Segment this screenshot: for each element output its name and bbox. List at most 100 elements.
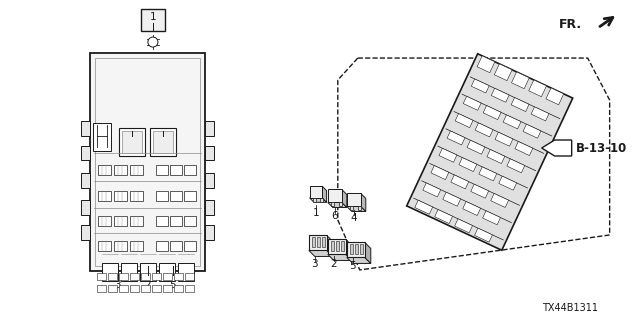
Bar bbox=[463, 202, 481, 215]
Bar bbox=[97, 273, 106, 280]
Bar bbox=[474, 228, 492, 242]
Bar bbox=[178, 263, 194, 281]
Bar bbox=[108, 285, 117, 292]
Bar bbox=[431, 165, 449, 180]
Bar bbox=[347, 243, 365, 258]
Bar bbox=[523, 124, 541, 138]
Text: B-13-10: B-13-10 bbox=[575, 141, 627, 155]
Bar bbox=[153, 131, 173, 153]
Polygon shape bbox=[365, 243, 371, 263]
Polygon shape bbox=[205, 226, 214, 240]
Polygon shape bbox=[312, 198, 316, 202]
Bar bbox=[529, 80, 547, 97]
Bar bbox=[546, 88, 564, 105]
Bar bbox=[163, 273, 172, 280]
Bar bbox=[186, 273, 195, 280]
Bar bbox=[341, 242, 344, 252]
Polygon shape bbox=[327, 236, 333, 256]
Bar bbox=[459, 157, 477, 172]
Bar bbox=[531, 107, 549, 121]
Text: 4: 4 bbox=[166, 137, 173, 147]
Text: FR.: FR. bbox=[559, 18, 582, 31]
Bar bbox=[483, 106, 501, 120]
Bar bbox=[141, 9, 165, 31]
Polygon shape bbox=[361, 194, 366, 212]
Bar bbox=[328, 239, 346, 254]
Polygon shape bbox=[331, 203, 334, 206]
Bar bbox=[471, 79, 489, 93]
Bar bbox=[108, 273, 117, 280]
Polygon shape bbox=[205, 146, 214, 161]
Bar bbox=[312, 237, 315, 247]
Bar bbox=[477, 56, 495, 73]
Text: 3: 3 bbox=[115, 280, 121, 290]
Polygon shape bbox=[205, 200, 214, 215]
Bar bbox=[174, 273, 184, 280]
Polygon shape bbox=[347, 206, 366, 212]
Bar bbox=[499, 176, 516, 190]
Bar bbox=[152, 273, 161, 280]
Bar bbox=[483, 211, 500, 225]
Bar bbox=[115, 191, 127, 201]
Polygon shape bbox=[310, 198, 326, 202]
Polygon shape bbox=[541, 140, 572, 156]
Text: 1: 1 bbox=[312, 208, 319, 218]
Bar bbox=[115, 165, 127, 175]
Text: 6: 6 bbox=[332, 211, 338, 221]
Polygon shape bbox=[205, 173, 214, 188]
Text: 1: 1 bbox=[150, 12, 156, 22]
Bar bbox=[150, 128, 176, 156]
Polygon shape bbox=[358, 206, 361, 211]
Bar bbox=[455, 114, 473, 128]
Bar bbox=[131, 216, 143, 226]
Bar bbox=[184, 191, 196, 201]
Bar bbox=[115, 241, 127, 251]
Bar bbox=[511, 72, 529, 89]
Text: 6: 6 bbox=[123, 137, 129, 147]
Bar bbox=[475, 123, 493, 137]
Bar bbox=[443, 192, 461, 206]
Text: 2: 2 bbox=[330, 259, 337, 269]
Polygon shape bbox=[347, 258, 371, 263]
Bar bbox=[317, 237, 320, 247]
Bar bbox=[141, 273, 150, 280]
Bar bbox=[121, 263, 137, 281]
Bar bbox=[494, 64, 512, 81]
Bar bbox=[355, 244, 358, 254]
Bar bbox=[467, 140, 485, 154]
Bar bbox=[120, 273, 129, 280]
Text: 5: 5 bbox=[170, 280, 176, 290]
Bar bbox=[331, 242, 334, 252]
Bar bbox=[97, 285, 106, 292]
Bar bbox=[492, 88, 509, 102]
Bar bbox=[491, 194, 509, 207]
Bar bbox=[99, 216, 111, 226]
Bar bbox=[503, 115, 521, 129]
Bar bbox=[99, 191, 111, 201]
Bar bbox=[131, 273, 140, 280]
Polygon shape bbox=[339, 203, 342, 206]
Bar bbox=[184, 165, 196, 175]
Bar bbox=[102, 263, 118, 281]
Bar bbox=[186, 285, 195, 292]
Polygon shape bbox=[342, 189, 347, 207]
Bar bbox=[93, 123, 111, 151]
Bar bbox=[152, 285, 161, 292]
Polygon shape bbox=[322, 186, 326, 202]
Bar bbox=[487, 149, 505, 164]
Polygon shape bbox=[81, 146, 90, 161]
Bar bbox=[156, 191, 168, 201]
Bar bbox=[122, 131, 142, 153]
Bar bbox=[170, 241, 182, 251]
Bar bbox=[310, 186, 322, 198]
Polygon shape bbox=[328, 203, 347, 207]
Bar bbox=[141, 285, 150, 292]
Bar bbox=[515, 141, 533, 156]
Bar bbox=[170, 191, 182, 201]
Text: 5: 5 bbox=[349, 261, 356, 271]
Bar bbox=[309, 236, 327, 251]
Bar bbox=[423, 183, 441, 197]
Bar bbox=[131, 241, 143, 251]
Bar bbox=[90, 53, 205, 271]
Bar bbox=[170, 216, 182, 226]
